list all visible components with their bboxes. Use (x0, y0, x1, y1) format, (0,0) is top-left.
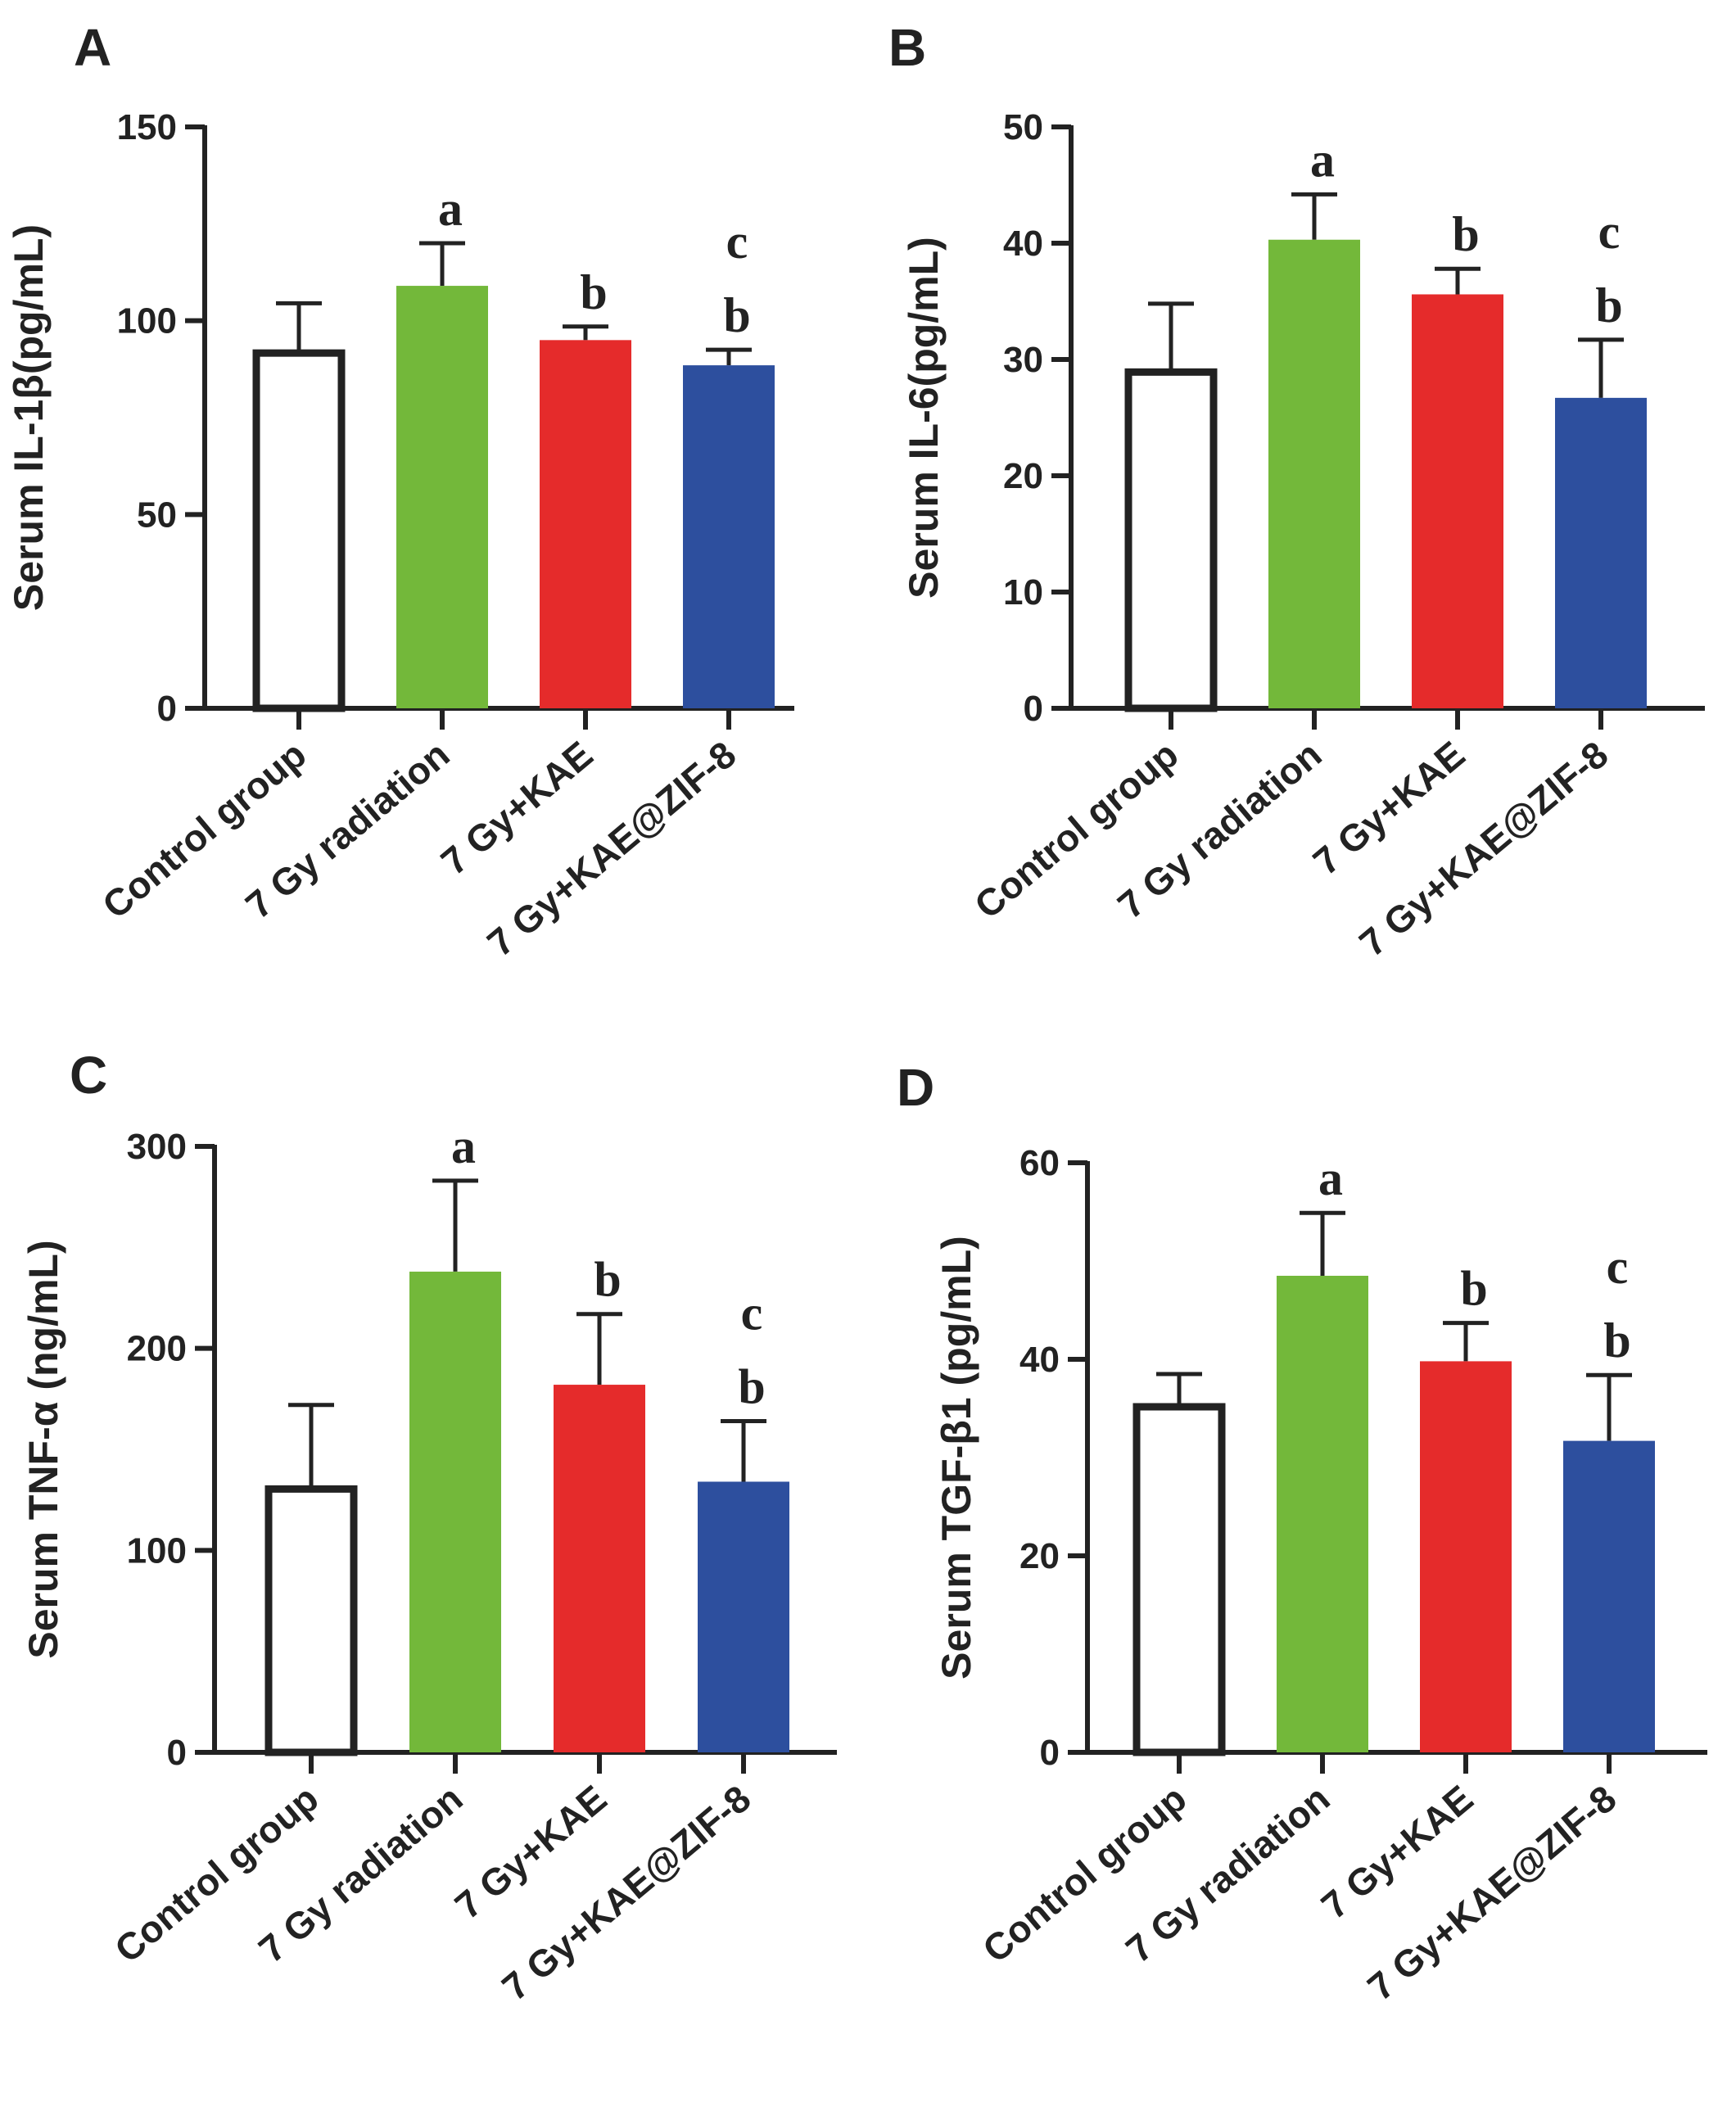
bar-control-group (1124, 368, 1218, 712)
bar (540, 340, 631, 708)
bar (554, 1385, 645, 1752)
y-tick-label: 10 (1003, 572, 1043, 613)
significance-letter: b (1452, 207, 1479, 261)
significance-letter: a (451, 1119, 476, 1173)
y-tick-label: 100 (127, 1530, 187, 1571)
bar (396, 286, 488, 709)
x-tick-label: 7 Gy+KAE@ZIF-8 (1351, 733, 1616, 965)
panel-letter: A (74, 18, 111, 77)
bar (1277, 1276, 1368, 1752)
significance-letter: b (738, 1359, 765, 1413)
bar (1268, 239, 1360, 708)
significance-letter: b (580, 265, 607, 319)
y-tick-label: 200 (127, 1329, 187, 1369)
y-tick-label: 30 (1003, 340, 1043, 380)
bar (698, 1481, 789, 1752)
y-tick-label: 40 (1003, 224, 1043, 264)
y-axis-label: Serum IL-1β(pg/mL) (6, 224, 52, 611)
y-axis-label: Serum TNF-α (ng/mL) (20, 1240, 66, 1658)
y-tick-label: 100 (117, 301, 177, 341)
y-tick-label: 20 (1019, 1536, 1060, 1576)
y-tick-label: 150 (117, 107, 177, 147)
y-tick-label: 40 (1019, 1340, 1060, 1380)
significance-letter: b (594, 1253, 621, 1307)
bar (1555, 397, 1647, 708)
bar (683, 365, 775, 708)
y-tick-label: 0 (167, 1733, 187, 1773)
significance-letter: a (1310, 133, 1335, 187)
bar (409, 1271, 501, 1752)
x-tick-label: 7 Gy+KAE@ZIF-8 (1359, 1777, 1624, 2009)
y-tick-label: 60 (1019, 1143, 1060, 1183)
significance-letter: c (726, 215, 748, 269)
bar-control-group (1132, 1403, 1226, 1756)
significance-letter: b (1595, 278, 1622, 332)
bar (1412, 294, 1503, 708)
panel-letter: C (70, 1046, 107, 1105)
y-axis-label: Serum TGF-β1 (pg/mL) (934, 1236, 979, 1679)
significance-letter: c (1607, 1240, 1629, 1294)
panel-letter: D (897, 1058, 934, 1117)
y-tick-label: 0 (1040, 1733, 1060, 1773)
bar (1563, 1440, 1655, 1752)
significance-letter: c (741, 1286, 763, 1340)
bar-control-group (264, 1485, 358, 1756)
y-axis-label: Serum IL-6(pg/mL) (901, 237, 947, 599)
significance-letter: b (723, 288, 750, 342)
bar (1420, 1361, 1512, 1752)
significance-letter: a (438, 182, 463, 236)
bar-control-group (252, 349, 346, 712)
y-tick-label: 0 (1024, 689, 1043, 729)
y-tick-label: 0 (157, 689, 177, 729)
significance-letter: b (1603, 1313, 1630, 1367)
significance-letter: c (1598, 205, 1621, 259)
x-tick-label: 7 Gy+KAE@ZIF-8 (479, 733, 744, 965)
significance-letter: b (1460, 1262, 1487, 1316)
y-tick-label: 50 (1003, 107, 1043, 147)
y-tick-label: 20 (1003, 456, 1043, 496)
y-tick-label: 300 (127, 1127, 187, 1167)
significance-letter: a (1318, 1151, 1343, 1205)
y-tick-label: 50 (137, 495, 177, 535)
panel-letter: B (888, 18, 926, 77)
x-tick-label: 7 Gy+KAE@ZIF-8 (494, 1777, 758, 2009)
